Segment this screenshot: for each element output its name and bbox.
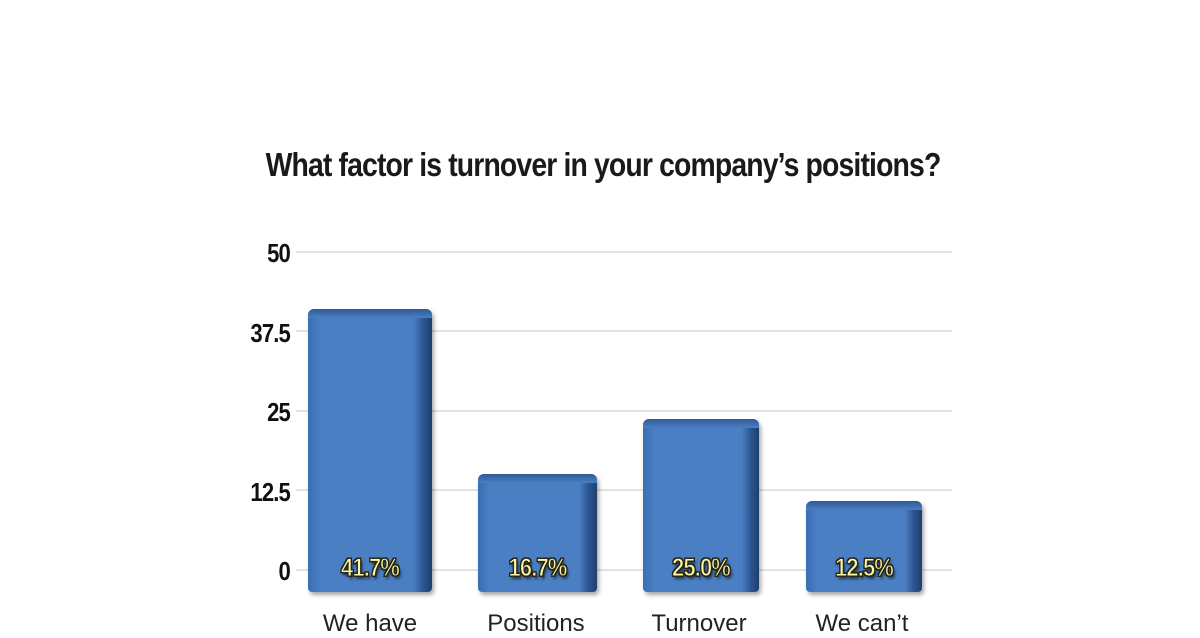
x-category-label: Positions xyxy=(487,610,585,637)
bar-we-cant xyxy=(806,501,922,592)
gridline-37-5 xyxy=(296,330,952,332)
gridline-12-5 xyxy=(296,489,952,491)
value-label: 12.5% xyxy=(835,554,895,583)
y-tick-label: 25 xyxy=(267,397,291,427)
gridline-50 xyxy=(296,251,952,253)
y-tick-label: 50 xyxy=(267,238,291,268)
x-category-label: We have xyxy=(322,610,418,637)
y-tick-label: 0 xyxy=(278,556,291,586)
value-label: 25.0% xyxy=(672,554,732,583)
y-tick-label: 37.5 xyxy=(250,318,290,348)
value-label: 41.7% xyxy=(341,554,401,583)
gridline-0 xyxy=(296,569,952,571)
bar-we-have xyxy=(308,309,432,592)
x-category-label: We can’t xyxy=(815,610,909,637)
x-category-label: Turnover xyxy=(651,610,747,637)
gridline-25 xyxy=(296,410,952,412)
y-tick-label: 12.5 xyxy=(250,477,290,507)
value-label: 16.7% xyxy=(508,554,568,583)
bar-turnover xyxy=(643,419,759,592)
bar-positions xyxy=(478,474,597,592)
chart-title: What factor is turnover in your company’… xyxy=(265,146,942,183)
